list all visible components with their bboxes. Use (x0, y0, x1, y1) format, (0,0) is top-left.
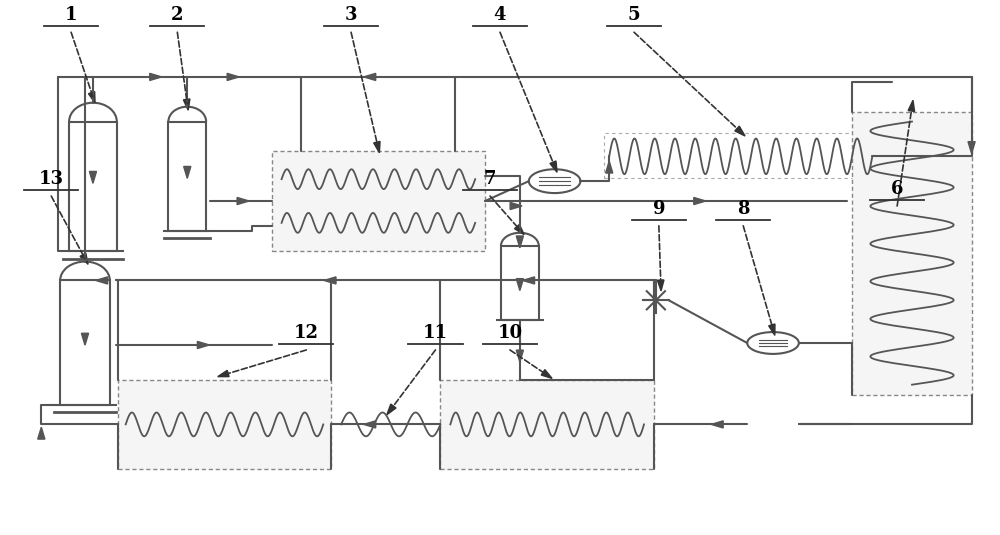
Text: 8: 8 (737, 200, 749, 218)
Polygon shape (516, 350, 523, 362)
Text: 3: 3 (345, 6, 357, 24)
Polygon shape (88, 91, 95, 103)
Polygon shape (541, 370, 552, 378)
Polygon shape (387, 404, 396, 415)
Ellipse shape (529, 169, 580, 193)
Polygon shape (510, 202, 522, 210)
Text: 1: 1 (65, 6, 77, 24)
Text: 12: 12 (294, 324, 319, 342)
Polygon shape (227, 73, 239, 80)
Text: 5: 5 (628, 6, 640, 24)
Bar (69, 121, 117, 251)
Bar (118, 380, 331, 469)
Polygon shape (735, 126, 745, 136)
Polygon shape (515, 224, 524, 235)
Bar (501, 246, 539, 320)
Text: 9: 9 (653, 200, 665, 218)
Polygon shape (184, 166, 191, 178)
Polygon shape (516, 236, 523, 248)
Polygon shape (89, 171, 97, 184)
Text: 2: 2 (171, 6, 184, 24)
Polygon shape (218, 370, 229, 377)
Bar (440, 380, 654, 469)
Polygon shape (80, 253, 88, 264)
Polygon shape (96, 277, 108, 284)
Bar (168, 121, 206, 231)
Polygon shape (523, 277, 535, 284)
Polygon shape (516, 279, 523, 291)
Text: 11: 11 (423, 324, 448, 342)
Polygon shape (364, 73, 376, 80)
Polygon shape (694, 197, 706, 204)
Bar (60, 280, 110, 404)
Polygon shape (550, 161, 557, 172)
Polygon shape (324, 277, 336, 284)
Text: 6: 6 (891, 180, 903, 198)
Polygon shape (197, 341, 209, 348)
Polygon shape (606, 161, 613, 173)
Polygon shape (364, 421, 376, 428)
Polygon shape (38, 427, 45, 439)
Text: 7: 7 (484, 170, 496, 188)
Polygon shape (81, 333, 89, 345)
Ellipse shape (747, 332, 799, 354)
Text: 4: 4 (494, 6, 506, 24)
Polygon shape (968, 142, 975, 154)
Polygon shape (769, 324, 775, 335)
Bar (272, 151, 485, 251)
Polygon shape (657, 280, 664, 291)
Polygon shape (183, 99, 190, 110)
Text: 13: 13 (39, 170, 64, 188)
Text: 10: 10 (497, 324, 522, 342)
Polygon shape (150, 73, 162, 80)
Bar (604, 133, 877, 178)
Polygon shape (374, 141, 380, 153)
Polygon shape (711, 421, 723, 428)
Polygon shape (908, 100, 915, 111)
Polygon shape (237, 197, 249, 204)
Bar (852, 112, 972, 395)
